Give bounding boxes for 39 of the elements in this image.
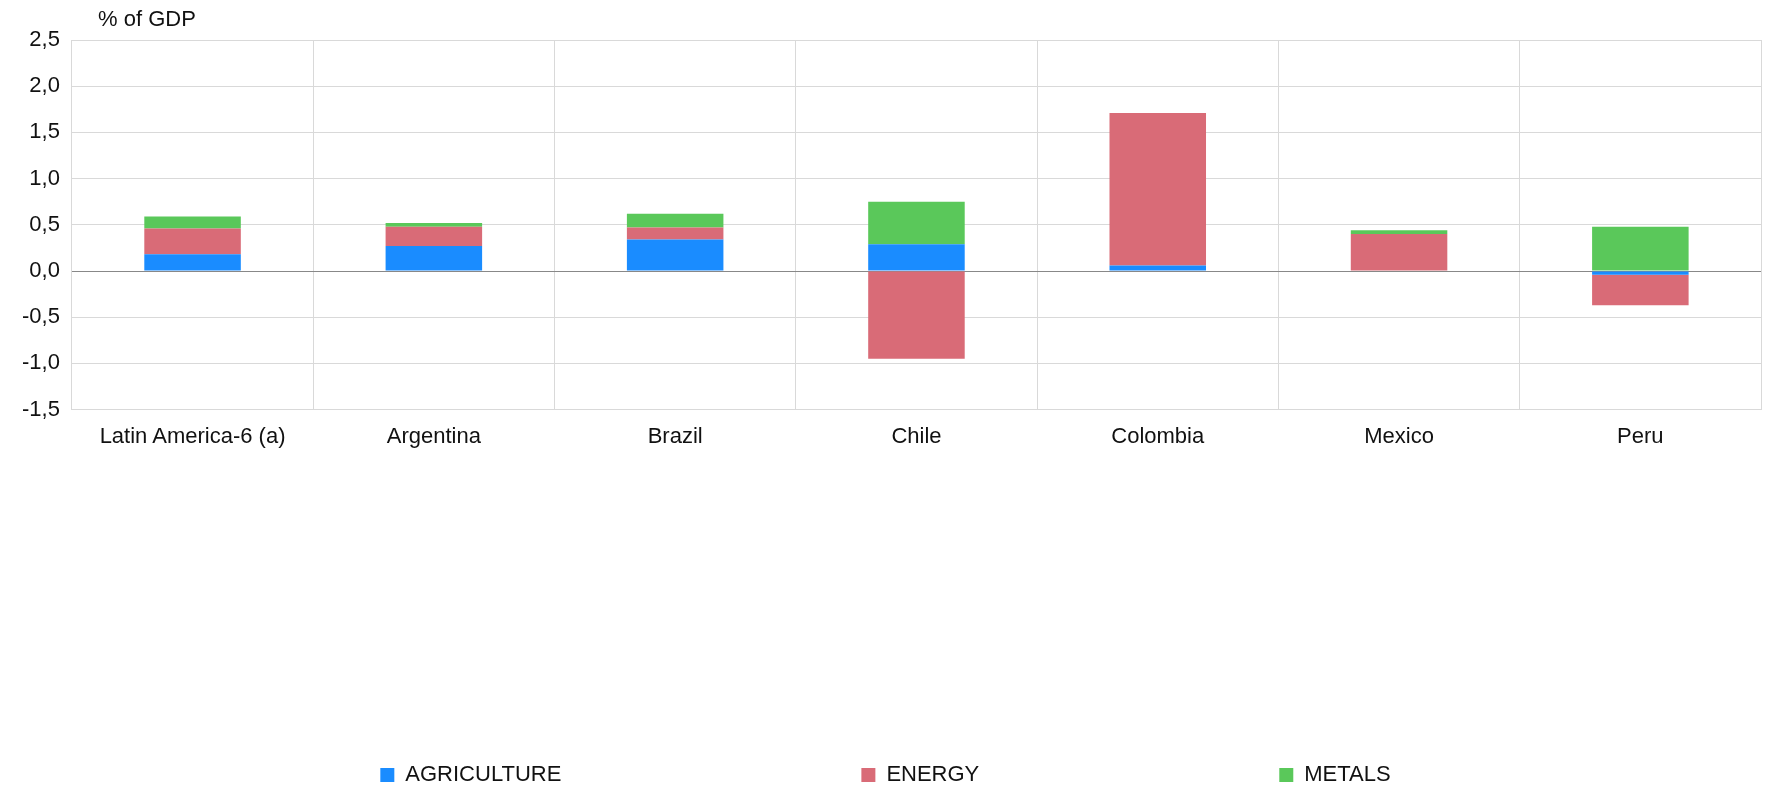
- bar: [144, 228, 241, 255]
- x-tick-label: Argentina: [386, 422, 482, 448]
- x-tick-label: Brazil: [647, 422, 703, 448]
- y-tick-label: 1,5: [29, 118, 60, 144]
- bar: [1592, 274, 1689, 306]
- bar: [1592, 226, 1689, 271]
- bar: [1592, 271, 1689, 275]
- bar: [868, 201, 965, 245]
- x-tick-label: Chile: [891, 422, 942, 448]
- x-tick-label: Mexico: [1364, 422, 1434, 448]
- bar: [868, 271, 965, 359]
- legend-label: METALS: [1304, 761, 1391, 787]
- bar: [385, 226, 483, 247]
- y-tick-label: -0,5: [21, 303, 60, 329]
- y-tick-label: 0,0: [29, 257, 60, 283]
- bar: [1109, 113, 1207, 266]
- bar: [626, 213, 724, 228]
- bar: [626, 239, 724, 271]
- bar: [868, 244, 965, 271]
- y-axis-title: % of GDP: [98, 6, 196, 32]
- y-tick-label: 2,5: [29, 26, 60, 52]
- bar: [1350, 234, 1448, 271]
- x-tick-label: Colombia: [1111, 422, 1205, 448]
- legend-label: ENERGY: [886, 761, 980, 787]
- bar: [385, 246, 483, 271]
- y-tick-label: 2,0: [29, 72, 60, 98]
- y-tick-label: 0,5: [29, 210, 60, 236]
- bar: [144, 216, 241, 229]
- legend-label: AGRICULTURE: [405, 761, 562, 787]
- y-tick-label: 1,0: [29, 164, 60, 190]
- x-tick-label: Latin America-6 (a): [99, 422, 286, 448]
- y-tick-label: -1,5: [21, 395, 60, 421]
- y-tick-label: -1,0: [21, 349, 60, 375]
- bar: [1350, 230, 1448, 235]
- bar: [1109, 265, 1207, 271]
- x-tick-label: Peru: [1617, 422, 1664, 448]
- bar: [626, 227, 724, 240]
- bar: [144, 254, 241, 271]
- bar: [385, 222, 483, 227]
